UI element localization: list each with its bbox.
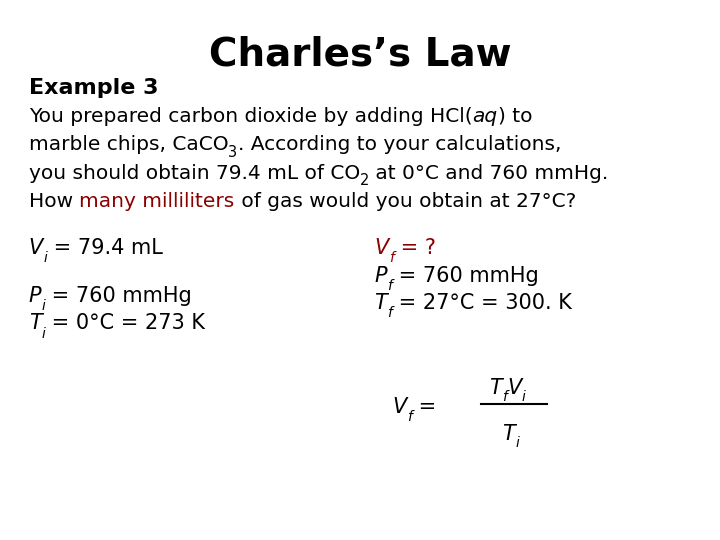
Text: of gas would you obtain at 27°C?: of gas would you obtain at 27°C? [235, 192, 576, 211]
Text: =: = [412, 397, 436, 417]
Text: = 760 mmHg: = 760 mmHg [392, 266, 539, 286]
Text: T: T [503, 424, 516, 444]
Text: i: i [42, 300, 45, 314]
Text: P: P [374, 266, 387, 286]
Text: = 79.4 mL: = 79.4 mL [47, 238, 163, 258]
Text: ) to: ) to [498, 106, 532, 125]
Text: V: V [29, 238, 43, 258]
Text: 2: 2 [360, 173, 369, 188]
Text: = 27°C = 300. K: = 27°C = 300. K [392, 293, 572, 313]
Text: V: V [507, 378, 521, 398]
Text: = ?: = ? [394, 238, 436, 258]
Text: i: i [516, 436, 519, 450]
Text: How: How [29, 192, 79, 211]
Text: f: f [407, 410, 412, 424]
Text: f: f [389, 251, 394, 265]
Text: i: i [42, 327, 45, 341]
Text: i: i [521, 390, 526, 404]
Text: Charles’s Law: Charles’s Law [209, 35, 511, 73]
Text: 3: 3 [228, 145, 238, 160]
Text: T: T [29, 313, 42, 333]
Text: V: V [392, 397, 407, 417]
Text: you should obtain 79.4 mL of CO: you should obtain 79.4 mL of CO [29, 164, 360, 183]
Text: T: T [374, 293, 387, 313]
Text: f: f [387, 306, 392, 320]
Text: . According to your calculations,: . According to your calculations, [238, 135, 561, 154]
Text: f: f [503, 390, 507, 404]
Text: marble chips, CaCO: marble chips, CaCO [29, 135, 228, 154]
Text: many milliliters: many milliliters [79, 192, 235, 211]
Text: V: V [374, 238, 389, 258]
Text: P: P [29, 286, 42, 306]
Text: Example 3: Example 3 [29, 78, 158, 98]
Text: i: i [43, 251, 47, 265]
Text: aq: aq [472, 106, 498, 125]
Text: f: f [387, 279, 392, 293]
Text: = 760 mmHg: = 760 mmHg [45, 286, 192, 306]
Text: T: T [490, 378, 503, 398]
Text: You prepared carbon dioxide by adding HCl(: You prepared carbon dioxide by adding HC… [29, 106, 472, 125]
Text: at 0°C and 760 mmHg.: at 0°C and 760 mmHg. [369, 164, 608, 183]
Text: = 0°C = 273 K: = 0°C = 273 K [45, 313, 205, 333]
